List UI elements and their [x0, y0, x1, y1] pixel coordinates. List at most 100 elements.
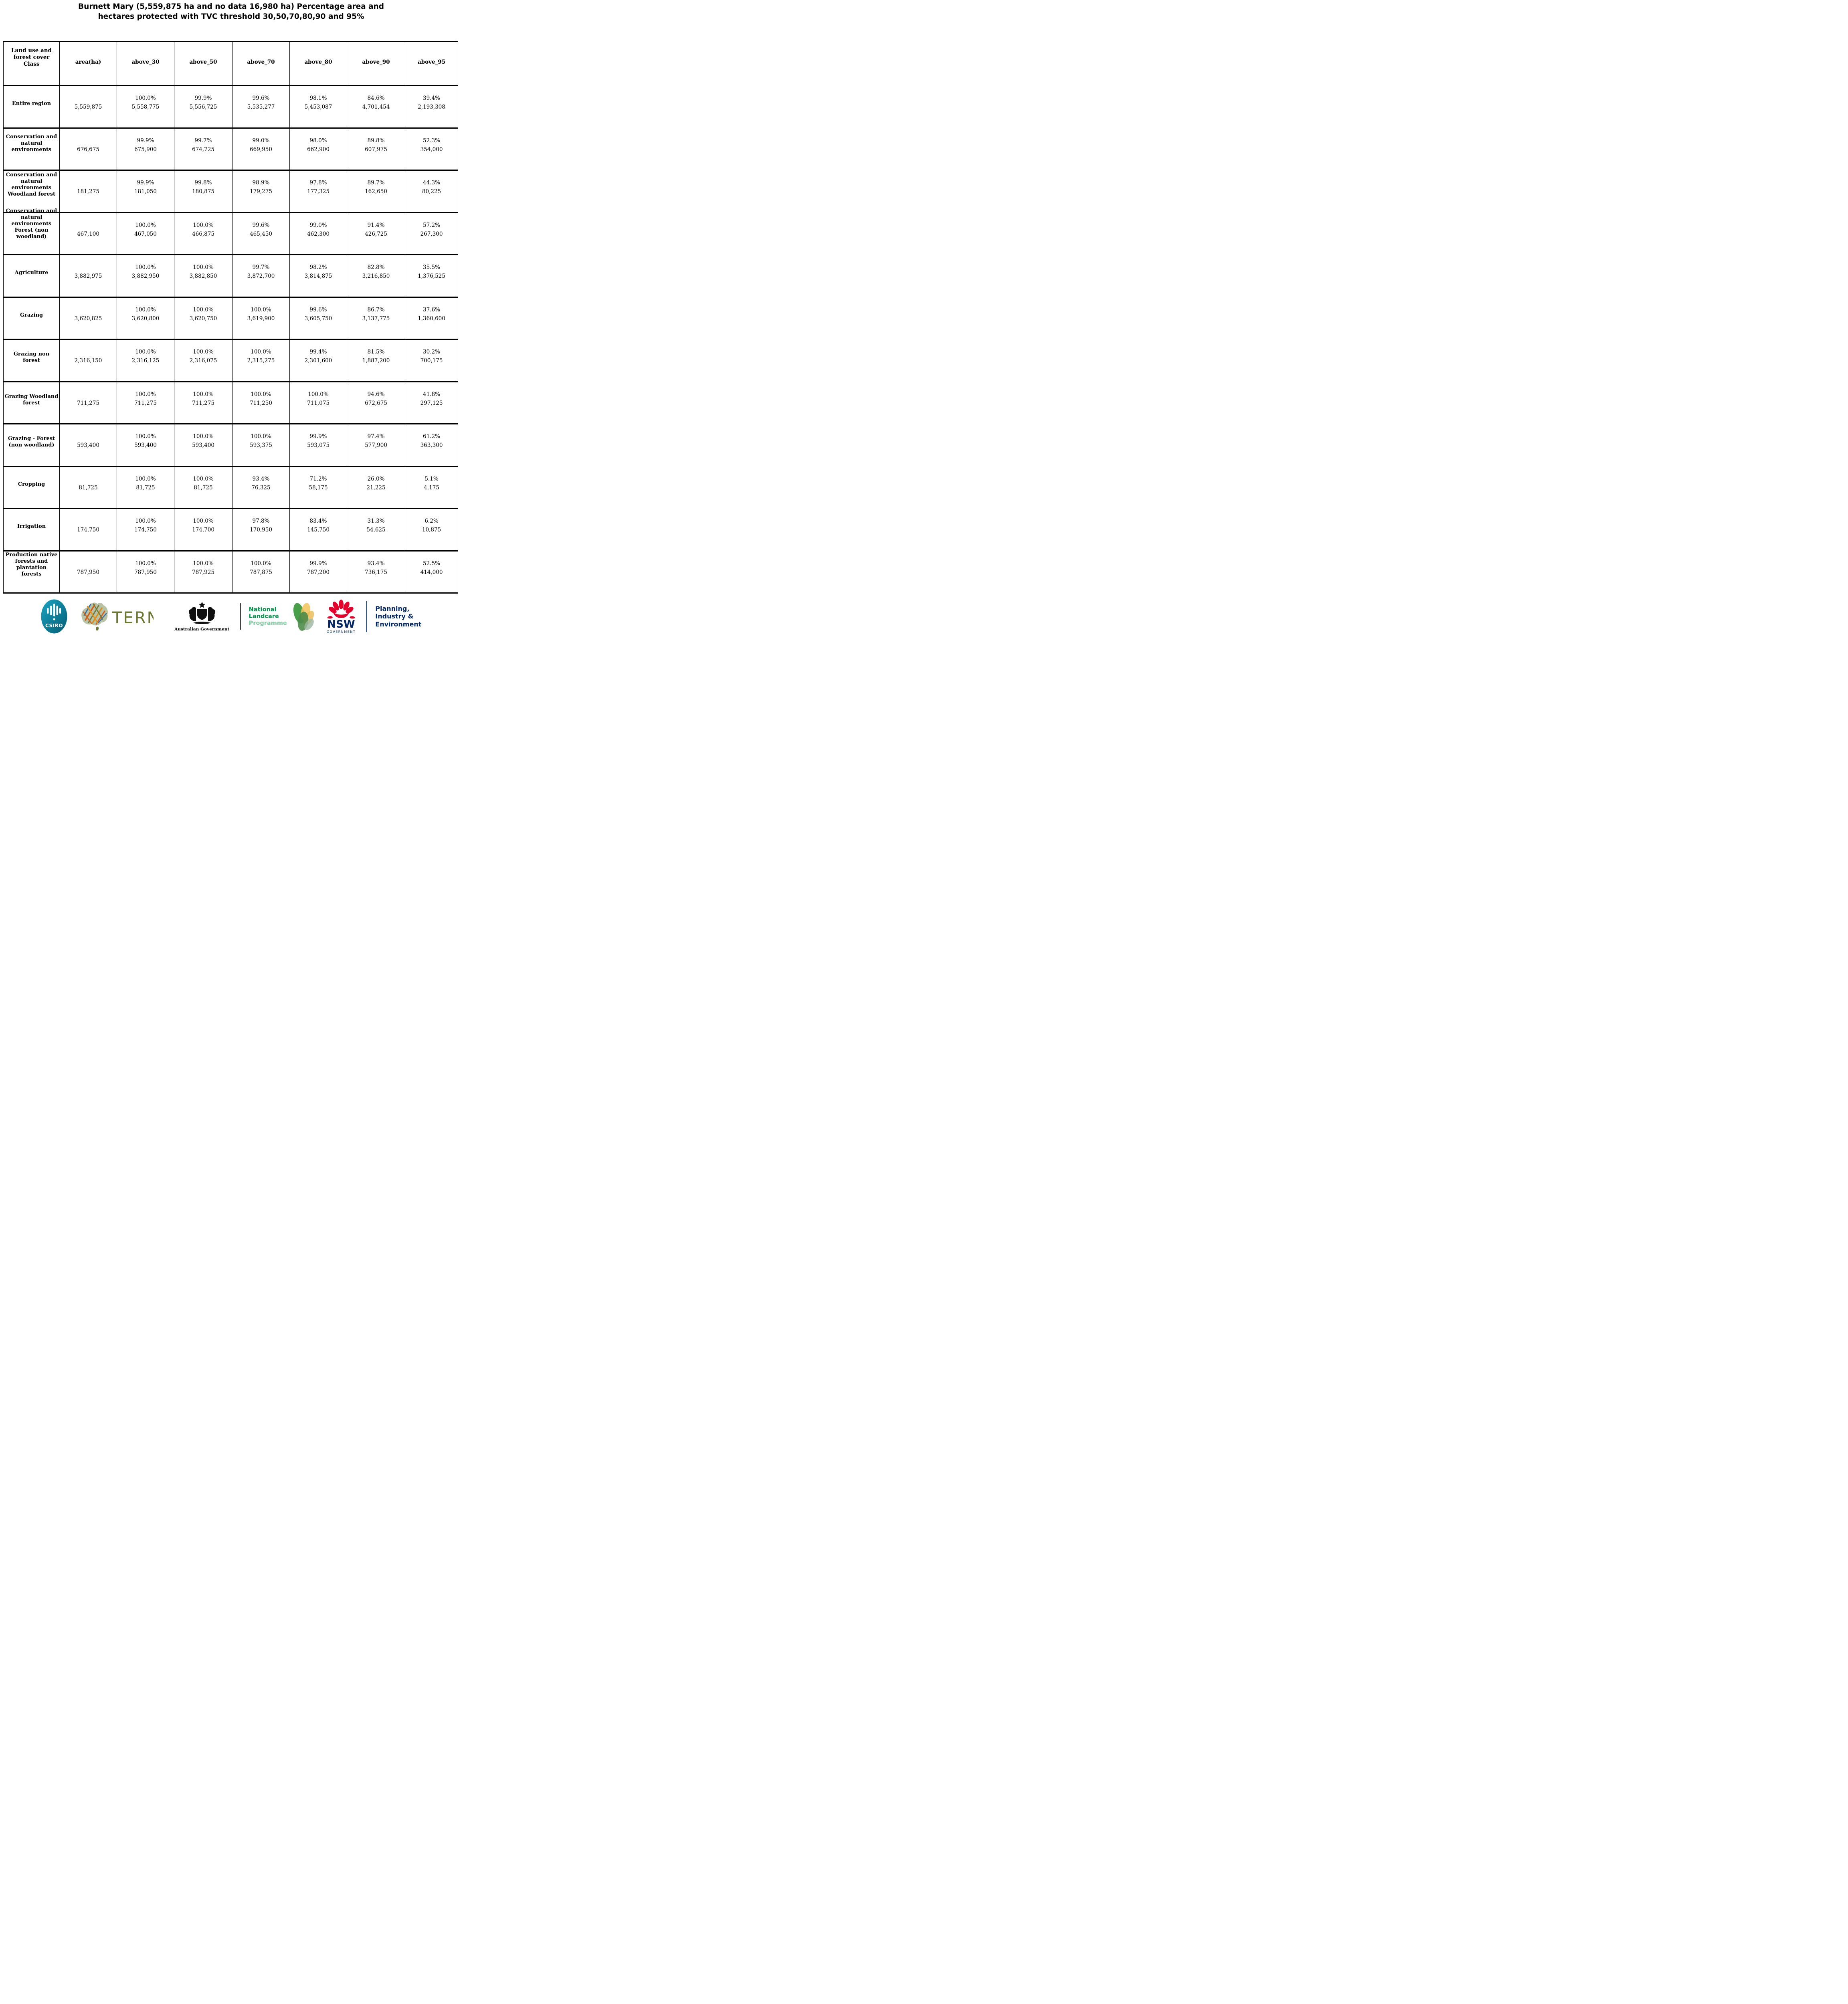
area-cell: 593,400 [59, 424, 117, 466]
divider [240, 603, 241, 630]
value-cell-above-50: 100.0% 81,725 [174, 467, 232, 508]
hectares-value: 2,316,125 [131, 358, 160, 364]
value-cell-above-95: 41.8% 297,125 [405, 382, 458, 423]
percent-value: 98.2% [309, 264, 327, 271]
hectares-value: 3,137,775 [362, 315, 390, 322]
hectares-value: 787,925 [192, 569, 214, 576]
planning-industry-environment-label: Planning, Industry & Environment [375, 604, 422, 628]
row-label: Entire region [12, 101, 51, 107]
percent-value: 97.4% [367, 433, 385, 440]
table-row: Conservation and natural environments 67… [4, 127, 458, 170]
value-cell-above-90: 84.6% 4,701,454 [347, 86, 405, 127]
area-cell: 676,675 [59, 128, 117, 170]
value-cell-above-80: 98.1% 5,453,087 [289, 86, 347, 127]
row-label: Irrigation [17, 523, 46, 530]
row-label: Conservation and natural environments Wo… [6, 172, 57, 197]
australia-map-icon [81, 602, 108, 631]
hectares-value: 267,300 [420, 230, 443, 237]
value-cell-above-30: 100.0% 711,275 [117, 382, 174, 423]
percent-value: 100.0% [135, 306, 156, 313]
csiro-logo: CSIRO [41, 599, 67, 634]
percent-value: 52.5% [423, 560, 440, 567]
value-cell-above-80: 98.2% 3,814,875 [289, 255, 347, 297]
hectares-value: 76,325 [251, 484, 271, 491]
hectares-value: 467,050 [134, 230, 157, 237]
row-label-cell: Conservation and natural environments Fo… [4, 208, 59, 255]
percent-value: 100.0% [193, 306, 214, 313]
col-header-above-90: above_90 [347, 42, 405, 85]
value-cell-above-80: 83.4% 145,750 [289, 509, 347, 550]
landcare-title: National Landcare [249, 606, 279, 620]
row-label-cell: Conservation and natural environments Wo… [4, 171, 59, 212]
value-cell-above-80: 71.2% 58,175 [289, 467, 347, 508]
value-cell-above-70: 98.9% 179,275 [232, 171, 289, 212]
hectares-value: 711,250 [250, 400, 272, 406]
hectares-value: 4,175 [424, 484, 439, 491]
value-cell-above-95: 61.2% 363,300 [405, 424, 458, 466]
percent-value: 100.0% [193, 475, 214, 482]
row-label-cell: Entire region [4, 86, 59, 127]
col-header-landuse-class: Land use and forest cover Class [11, 47, 52, 67]
percent-value: 100.0% [251, 306, 271, 313]
value-cell-above-90: 89.8% 607,975 [347, 128, 405, 170]
row-label-cell: Irrigation [4, 509, 59, 550]
value-cell-above-90: 82.8% 3,216,850 [347, 255, 405, 297]
percent-value: 100.0% [135, 349, 156, 356]
area-value: 181,275 [77, 188, 99, 195]
table-row: Grazing non forest 2,316,150 100.0% 2,316… [4, 339, 458, 381]
area-cell: 174,750 [59, 509, 117, 550]
area-cell: 467,100 [59, 213, 117, 254]
percent-value: 99.9% [309, 560, 327, 567]
row-label: Conservation and natural environments Fo… [6, 208, 57, 240]
hectares-value: 3,872,700 [247, 273, 275, 280]
value-cell-above-95: 52.5% 414,000 [405, 551, 458, 592]
report-page: Burnett Mary (5,559,875 ha and no data 1… [0, 0, 462, 640]
table-row: Grazing - Forest (non woodland) 593,400 … [4, 423, 458, 466]
value-cell-above-70: 97.8% 170,950 [232, 509, 289, 550]
percent-value: 71.2% [309, 475, 327, 482]
hectares-value: 80,225 [422, 188, 441, 195]
percent-value: 5.1% [425, 475, 439, 482]
value-cell-above-50: 100.0% 3,882,850 [174, 255, 232, 297]
table-row: Conservation and natural environments Fo… [4, 208, 458, 255]
percent-value: 98.9% [252, 180, 270, 186]
percent-value: 37.6% [423, 306, 440, 313]
value-cell-above-70: 93.4% 76,325 [232, 467, 289, 508]
row-label: Conservation and natural environments [6, 133, 57, 153]
table-row: Grazing 3,620,825 100.0% 3,620,800 100.0%… [4, 296, 458, 339]
hectares-value: 1,360,600 [418, 315, 445, 322]
value-cell-above-80: 99.9% 787,200 [289, 551, 347, 592]
value-cell-above-70: 99.6% 465,450 [232, 213, 289, 254]
value-cell-above-80: 99.6% 3,605,750 [289, 297, 347, 339]
hectares-value: 414,000 [420, 569, 443, 576]
nsw-wordmark: NSW [327, 618, 355, 630]
hectares-value: 174,700 [192, 527, 214, 533]
percent-value: 98.1% [309, 95, 327, 102]
percent-value: 100.0% [135, 391, 156, 398]
row-label: Grazing - Forest (non woodland) [8, 436, 55, 448]
value-cell-above-90: 97.4% 577,900 [347, 424, 405, 466]
hectares-value: 607,975 [365, 146, 387, 153]
hectares-value: 672,675 [365, 400, 387, 406]
percent-value: 100.0% [251, 391, 271, 398]
csiro-wordmark: CSIRO [45, 623, 63, 628]
area-value: 2,316,150 [74, 358, 102, 364]
row-label: Cropping [18, 481, 45, 487]
area-value: 174,750 [77, 527, 99, 533]
percent-value: 100.0% [193, 391, 214, 398]
value-cell-above-80: 99.4% 2,301,600 [289, 340, 347, 381]
percent-value: 99.6% [252, 222, 270, 228]
tern-logo: TERN [81, 602, 154, 631]
hectares-value: 2,316,075 [189, 358, 217, 364]
table-row: Irrigation 174,750 100.0% 174,750 100.0% 1… [4, 508, 458, 550]
value-cell-above-50: 100.0% 2,316,075 [174, 340, 232, 381]
landuse-table: Land use and forest cover Class area(ha)… [3, 41, 458, 594]
percent-value: 83.4% [309, 518, 327, 525]
value-cell-above-30: 100.0% 5,558,775 [117, 86, 174, 127]
value-cell-above-95: 37.6% 1,360,600 [405, 297, 458, 339]
percent-value: 100.0% [193, 222, 214, 228]
hectares-value: 787,950 [134, 569, 157, 576]
value-cell-above-80: 97.8% 177,325 [289, 171, 347, 212]
area-cell: 2,316,150 [59, 340, 117, 381]
value-cell-above-80: 99.0% 462,300 [289, 213, 347, 254]
